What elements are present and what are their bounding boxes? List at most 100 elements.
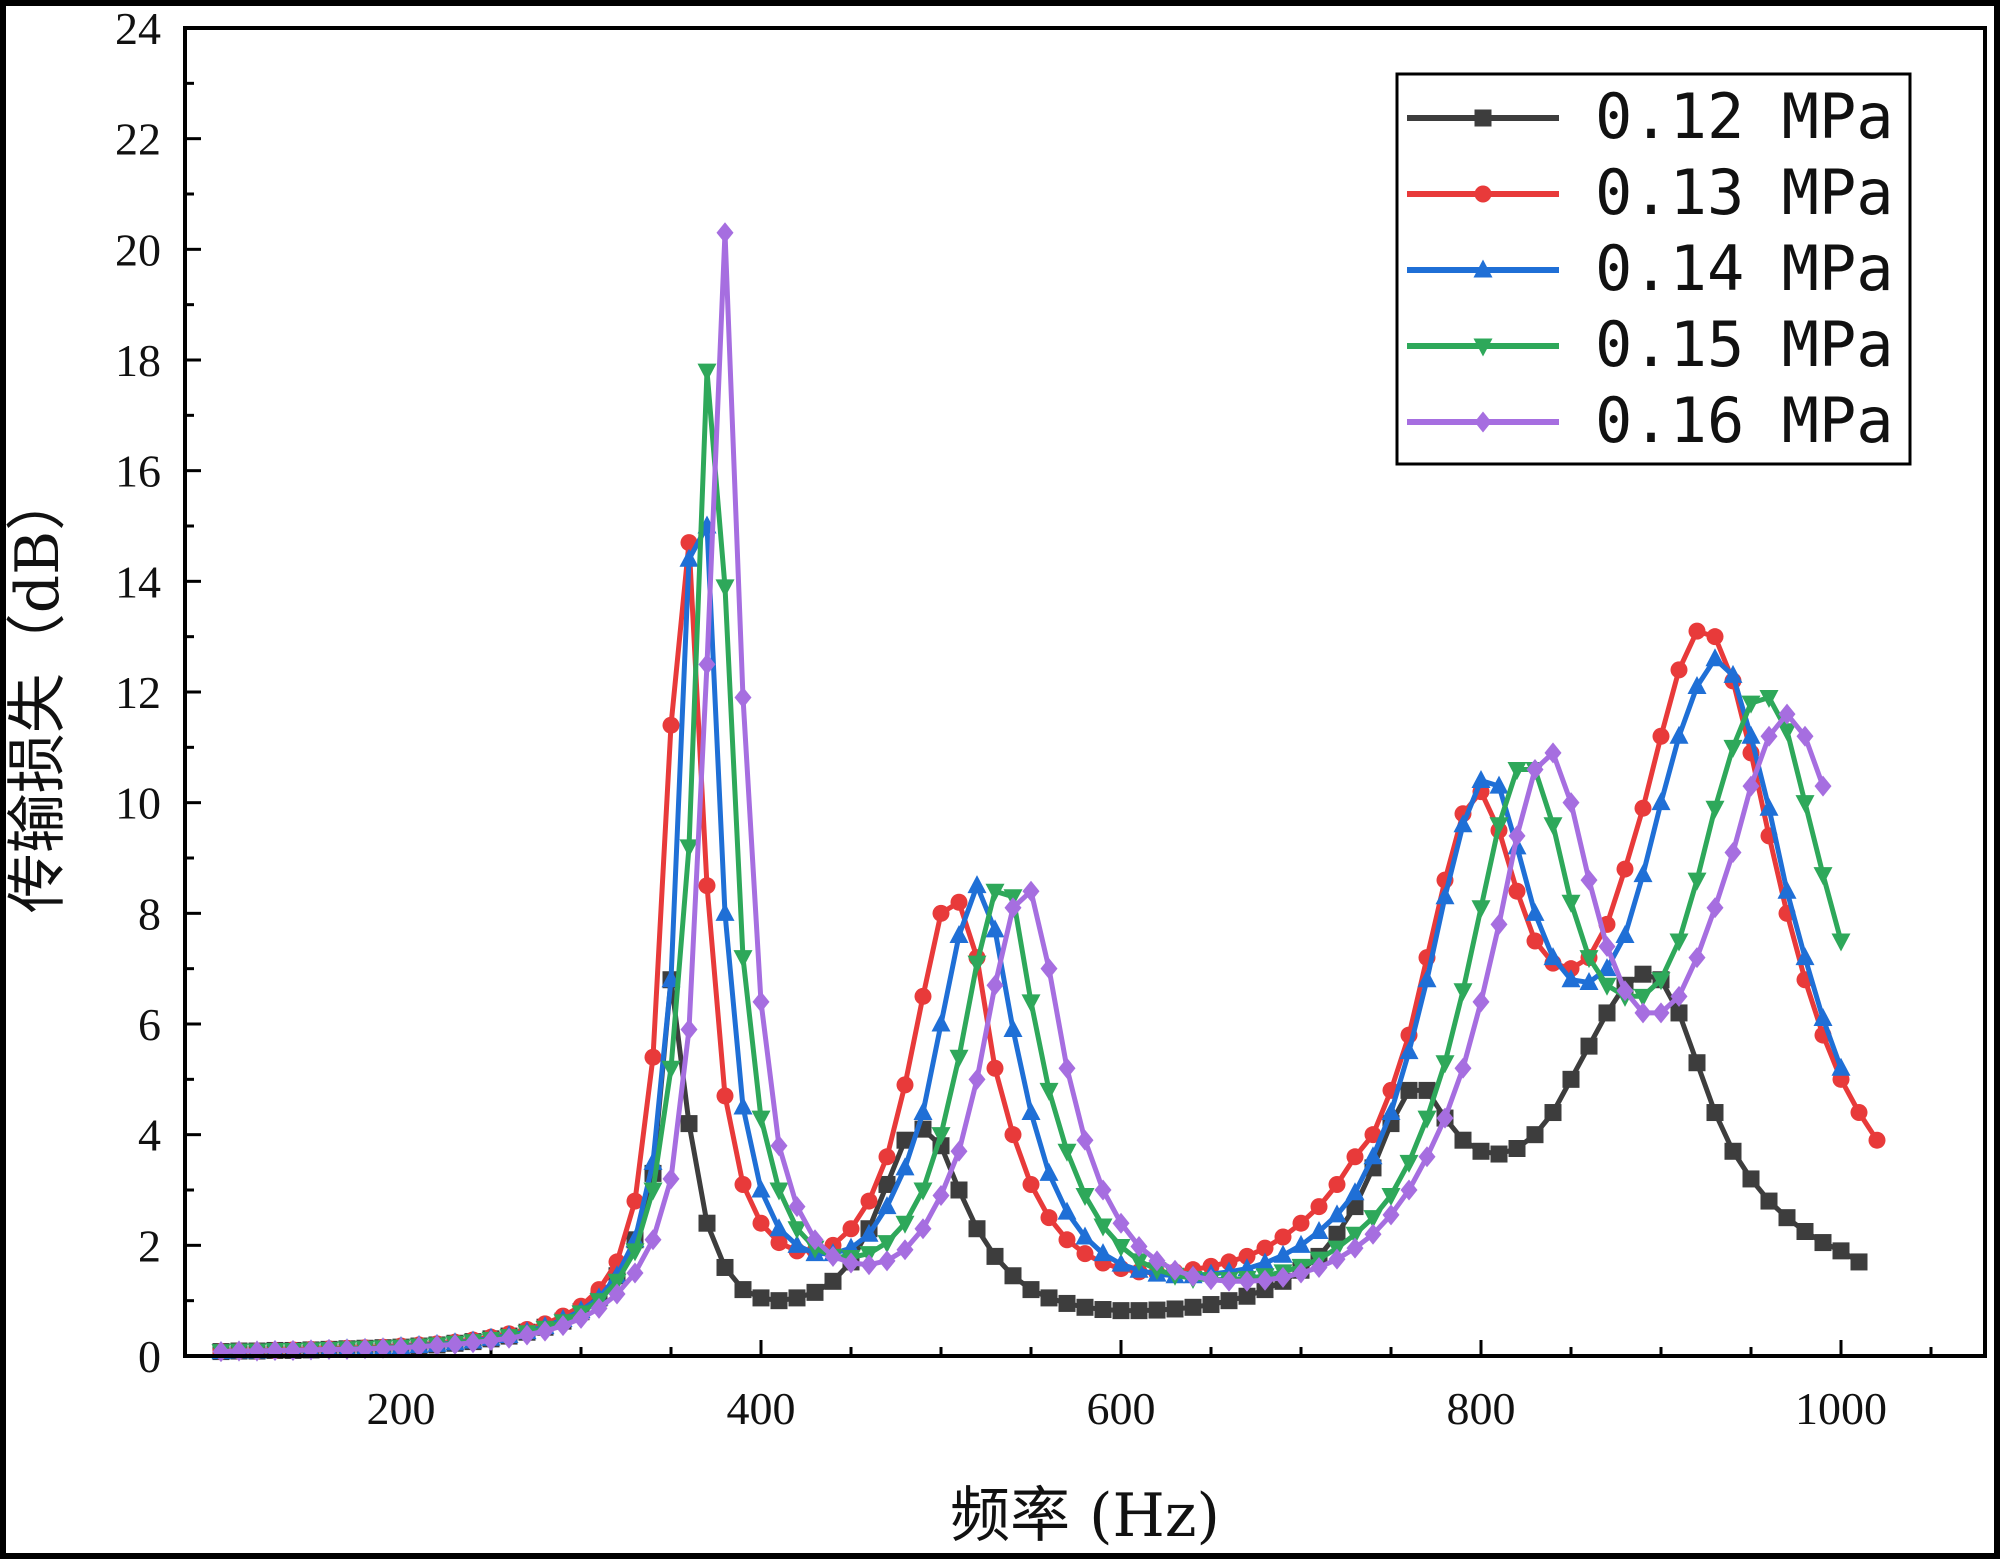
data-point (1040, 1289, 1058, 1307)
data-point (1579, 972, 1599, 990)
data-point (1093, 1243, 1113, 1262)
data-point (896, 1076, 914, 1094)
data-point (1633, 864, 1653, 883)
data-point (1345, 1226, 1365, 1245)
data-point (1652, 1002, 1670, 1024)
data-point (1597, 977, 1617, 996)
data-point (1364, 1223, 1382, 1245)
data-point (878, 1148, 896, 1166)
data-point (1417, 1110, 1437, 1129)
data-point (644, 1048, 662, 1066)
data-point (1544, 742, 1562, 764)
data-point (625, 1243, 645, 1262)
data-point (1580, 869, 1598, 891)
data-point (626, 1192, 644, 1210)
data-point (1292, 1214, 1310, 1232)
data-point (734, 1281, 752, 1299)
data-point (1418, 1146, 1436, 1168)
data-point (1543, 947, 1563, 966)
data-point (751, 1110, 771, 1129)
data-point (554, 1315, 572, 1337)
data-point (1238, 1270, 1256, 1292)
y-tick-label: 20 (115, 224, 161, 275)
data-point (860, 1254, 878, 1276)
data-point (787, 1234, 807, 1253)
data-point (1741, 695, 1761, 714)
data-point (464, 1332, 482, 1354)
data-point (878, 1250, 896, 1272)
data-point (734, 1175, 752, 1193)
data-point (1130, 1302, 1148, 1320)
data-point (1184, 1265, 1202, 1287)
data-point (1345, 1182, 1365, 1201)
data-point (1724, 1142, 1742, 1160)
data-point (1436, 1107, 1454, 1129)
data-point (482, 1330, 500, 1352)
data-point (1831, 1057, 1851, 1076)
data-point (680, 1115, 698, 1133)
data-point (1759, 690, 1779, 709)
data-point (1273, 1244, 1293, 1263)
data-point (1004, 1267, 1022, 1285)
data-point (1004, 897, 1022, 919)
data-point (914, 987, 932, 1005)
data-point (626, 1262, 644, 1284)
data-point (1687, 675, 1707, 694)
data-point (1454, 1131, 1472, 1149)
data-point (1688, 622, 1706, 640)
legend-item: 0.16 MPa (1407, 384, 1894, 457)
data-point (932, 1185, 950, 1207)
data-point (1777, 723, 1797, 742)
data-point (1508, 825, 1526, 847)
data-point (1039, 1162, 1059, 1181)
data-point (1021, 994, 1041, 1013)
data-point (1040, 958, 1058, 980)
y-tick-label: 2 (138, 1220, 161, 1271)
data-point (986, 974, 1004, 996)
x-tick-label: 200 (367, 1383, 436, 1434)
data-point (1400, 1179, 1418, 1201)
data-point (895, 1215, 915, 1234)
data-point (1112, 1212, 1130, 1234)
data-point (1220, 1270, 1238, 1292)
y-axis-title: 传输损失（dB） (3, 471, 73, 914)
data-point (1327, 1204, 1347, 1223)
data-point (1274, 1266, 1292, 1288)
data-point (1814, 775, 1832, 797)
y-tick-label: 16 (115, 446, 161, 497)
data-point (1003, 1019, 1023, 1038)
data-point (896, 1239, 914, 1261)
data-point (716, 1087, 734, 1105)
data-point (1832, 1242, 1850, 1260)
legend-item: 0.14 MPa (1407, 232, 1894, 305)
data-point (1022, 1281, 1040, 1299)
y-tick-label: 18 (115, 335, 161, 386)
data-point (500, 1327, 518, 1349)
data-point (1435, 886, 1455, 905)
data-point (949, 1049, 969, 1068)
y-tick-label: 10 (115, 778, 161, 829)
data-point (1076, 1298, 1094, 1316)
data-point (1399, 1041, 1419, 1060)
data-point (1580, 1037, 1598, 1055)
data-point (1129, 1253, 1149, 1272)
data-point (1795, 947, 1815, 966)
data-point (895, 1157, 915, 1176)
x-tick-label: 400 (727, 1383, 796, 1434)
data-point (1364, 1126, 1382, 1144)
data-point (1634, 799, 1652, 817)
plot-area-frame (183, 26, 1987, 1358)
data-point (1202, 1296, 1220, 1314)
data-point (1850, 1253, 1868, 1271)
data-point (931, 1013, 951, 1032)
data-point (1400, 1081, 1418, 1099)
data-point (769, 1182, 789, 1201)
data-point (1652, 727, 1670, 745)
data-point (734, 687, 752, 709)
data-point (1688, 1054, 1706, 1072)
data-point (716, 1258, 734, 1276)
data-point (1796, 1223, 1814, 1240)
data-point (1039, 1082, 1059, 1101)
